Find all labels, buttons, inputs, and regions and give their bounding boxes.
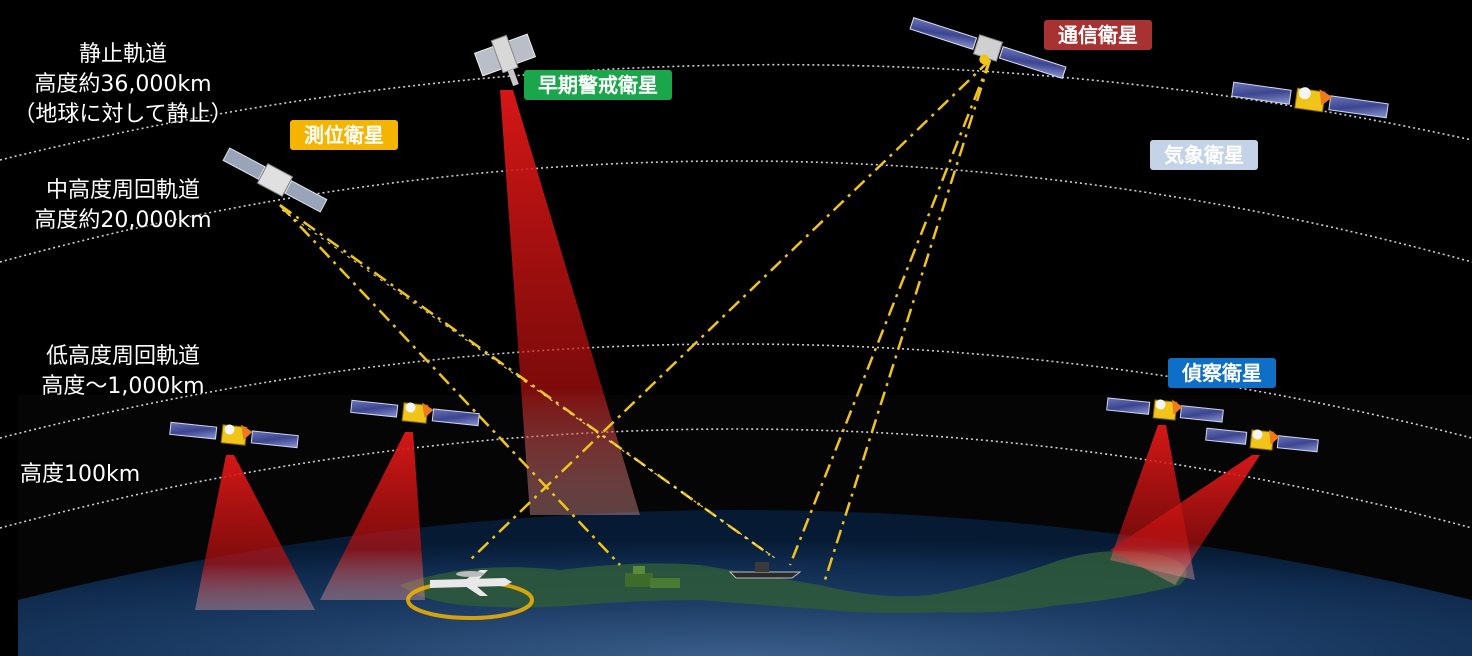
early-warning-satellite-tag: 早期警戒衛星 [524, 70, 672, 100]
leo-beam-2 [320, 432, 425, 600]
early-warning-beam [500, 90, 640, 515]
leo-orbit-line [0, 343, 1472, 439]
ship-icon [728, 562, 802, 579]
reconnaissance-satellite-tag: 偵察衛星 [1168, 358, 1276, 388]
meo-orbit-name: 中高度周回軌道 [45, 178, 200, 203]
geo-orbit-altitude: 高度約36,000km [34, 72, 212, 97]
leo-orbit-name: 低高度周回軌道 [45, 344, 200, 369]
positioning-link-ground [279, 204, 621, 566]
early-warning-satellite-icon [473, 33, 537, 87]
leo-orbit-altitude: 高度～1,000km [41, 374, 205, 399]
meo-orbit-altitude: 高度約20,000km [34, 208, 212, 233]
alt100-label: 高度100km [20, 460, 140, 490]
positioning-satellite-icon [222, 147, 328, 213]
alt100-orbit-line [0, 428, 1472, 529]
leo-beam-1 [195, 455, 315, 610]
recon-satellite-icon-1 [1106, 397, 1224, 423]
meo-orbit-line [0, 160, 1472, 263]
orbit-lines [0, 63, 1472, 529]
alt100-text: 高度100km [20, 462, 141, 487]
leo-orbit-label: 低高度周回軌道 高度～1,000km [8, 342, 238, 402]
comm-link-ship [788, 59, 992, 566]
recon-satellite-icon-2 [1205, 427, 1319, 453]
weather-satellite-icon [1231, 81, 1389, 119]
ground-station-icon [625, 566, 680, 588]
geo-orbit-note: （地球に対して静止） [13, 102, 233, 127]
aircraft-icon [430, 570, 512, 596]
comm-link-aircraft [469, 59, 991, 561]
sensor-beams [195, 90, 1260, 610]
recon-beam-2 [1110, 455, 1260, 585]
communication-satellite-icon [909, 16, 1067, 80]
japan-landmass [400, 551, 1187, 614]
leo-satellite-icon-1 [169, 421, 299, 449]
leo-satellite-icon-2 [350, 399, 480, 427]
geo-orbit-label: 静止軌道 高度約36,000km （地球に対して静止） [8, 40, 238, 130]
positioning-satellite-tag: 測位衛星 [290, 120, 398, 150]
geo-orbit-name: 静止軌道 [78, 42, 167, 67]
weather-satellite-tag: 気象衛星 [1150, 140, 1258, 170]
communication-satellite-tag: 通信衛星 [1044, 20, 1152, 50]
geo-orbit-line [0, 63, 1472, 161]
meo-orbit-label: 中高度周回軌道 高度約20,000km [8, 176, 238, 236]
comm-link-ground [823, 59, 992, 581]
